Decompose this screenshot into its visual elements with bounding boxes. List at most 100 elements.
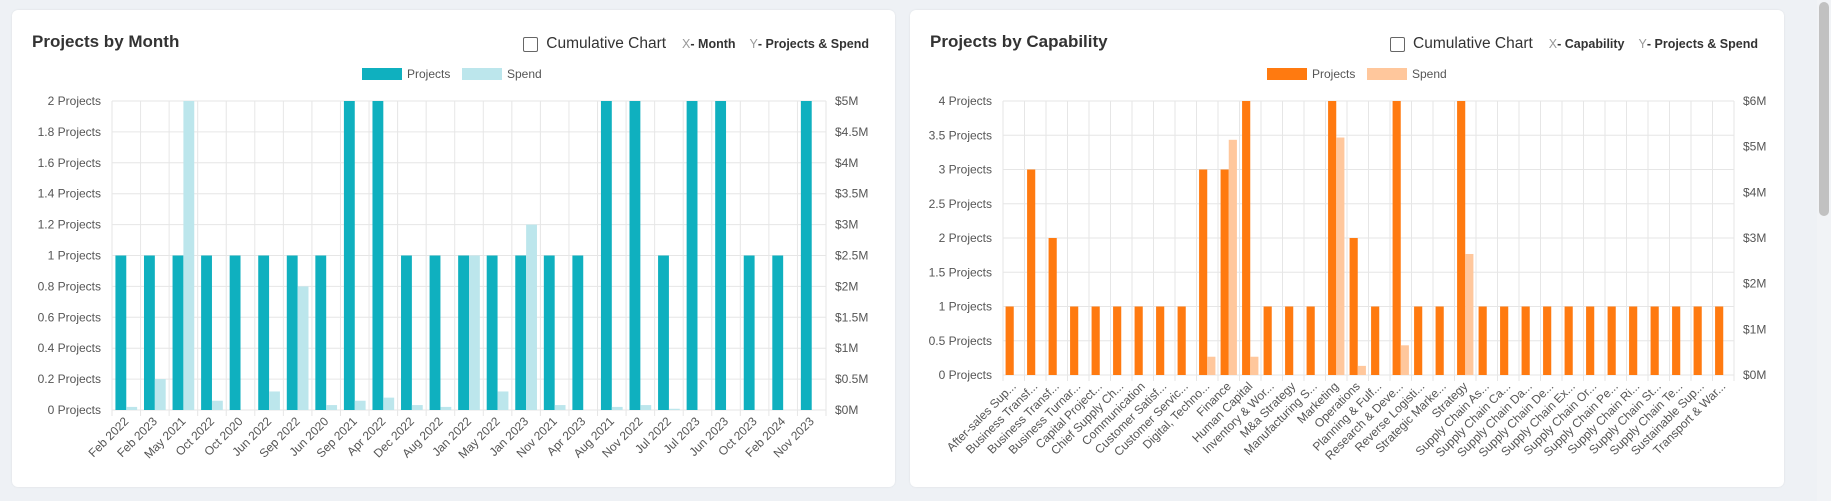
- bar-projects: [1285, 306, 1294, 375]
- scrollbar-thumb[interactable]: [1819, 2, 1829, 216]
- bar-spend: [1336, 137, 1345, 375]
- bar-projects: [658, 255, 669, 410]
- bar-spend: [668, 408, 680, 410]
- bar-projects: [800, 101, 812, 410]
- y-tick-right: $2M: [835, 279, 858, 293]
- y-tick-right: $4M: [1743, 185, 1766, 199]
- page-scrollbar[interactable]: [1817, 0, 1831, 501]
- bar-projects: [572, 255, 584, 410]
- bar-projects: [629, 101, 641, 410]
- bar-spend: [154, 379, 166, 410]
- bar-projects: [772, 255, 784, 410]
- card-title: Projects by Month: [32, 32, 180, 51]
- y-tick-right: $2M: [1743, 277, 1766, 291]
- bar-projects: [1027, 169, 1036, 375]
- y-tick-left: 0.8 Projects: [38, 279, 101, 293]
- bar-spend: [1250, 356, 1259, 375]
- bar-projects: [115, 255, 127, 410]
- bar-projects: [1349, 238, 1358, 375]
- bar-projects: [229, 255, 241, 410]
- bar-spend: [640, 405, 652, 410]
- legend-swatch-projects: [1267, 68, 1307, 80]
- y-tick-right: $6M: [1743, 94, 1766, 108]
- bar-projects: [429, 255, 441, 410]
- cumulative-chart-checkbox[interactable]: [1390, 36, 1406, 52]
- bar-spend: [1207, 356, 1216, 375]
- y-tick-left: 3.5 Projects: [929, 128, 992, 142]
- y-tick-left: 0.5 Projects: [929, 334, 992, 348]
- bar-projects: [486, 255, 498, 410]
- bar-projects: [1500, 306, 1509, 375]
- bar-projects: [715, 101, 727, 410]
- bar-spend: [411, 405, 423, 410]
- bar-projects: [458, 255, 469, 410]
- bar-projects: [1715, 306, 1724, 375]
- x-axis-desc: - Capability: [1557, 37, 1625, 51]
- y-tick-left: 1.6 Projects: [38, 156, 101, 170]
- bar-projects: [1091, 306, 1100, 375]
- y-tick-left: 1 Projects: [48, 249, 101, 263]
- legend-swatch-spend: [1367, 68, 1407, 80]
- bar-projects: [1113, 306, 1122, 375]
- y-tick-right: $1M: [835, 341, 858, 355]
- bar-spend: [611, 406, 623, 410]
- x-axis-letter: X: [682, 37, 691, 51]
- bar-projects: [1328, 101, 1337, 375]
- bar-projects: [1306, 306, 1315, 375]
- y-tick-left: 0 Projects: [939, 368, 992, 382]
- bar-projects: [1693, 306, 1702, 375]
- bar-spend: [1228, 139, 1237, 375]
- bar-projects: [1478, 306, 1487, 375]
- bar-projects: [1564, 306, 1573, 375]
- bar-spend: [1357, 365, 1366, 375]
- bar-projects: [315, 255, 327, 410]
- bar-projects: [1586, 306, 1595, 375]
- y-tick-left: 2 Projects: [939, 231, 992, 245]
- bar-spend: [383, 397, 395, 410]
- y-tick-right: $3M: [835, 218, 858, 232]
- bar-projects: [286, 255, 298, 410]
- bar-projects: [515, 255, 527, 410]
- bar-projects: [1521, 306, 1530, 375]
- bar-projects: [600, 101, 612, 410]
- y-tick-right: $4M: [835, 156, 858, 170]
- y-tick-right: $2.5M: [835, 249, 868, 263]
- y-tick-left: 4 Projects: [939, 94, 992, 108]
- bar-spend: [326, 405, 338, 410]
- bar-projects: [1629, 306, 1638, 375]
- bar-spend: [1465, 253, 1474, 375]
- bar-spend: [354, 400, 366, 410]
- legend-swatch-projects: [362, 68, 402, 80]
- bar-projects: [1607, 306, 1616, 375]
- bar-spend: [440, 406, 452, 410]
- chart-controls: Cumulative Chart X - Capability Y - Proj…: [1390, 35, 1764, 53]
- y-tick-left: 0.6 Projects: [38, 310, 101, 324]
- y-tick-left: 2 Projects: [48, 94, 101, 108]
- bar-projects: [1005, 306, 1014, 375]
- y-tick-right: $3.5M: [835, 187, 868, 201]
- bar-projects: [1070, 306, 1079, 375]
- bar-projects: [1650, 306, 1659, 375]
- y-tick-left: 1.2 Projects: [38, 218, 101, 232]
- bar-projects: [543, 255, 555, 410]
- bar-spend: [526, 224, 537, 410]
- legend-label-projects: Projects: [1312, 67, 1355, 81]
- bar-projects: [686, 101, 698, 410]
- cumulative-chart-checkbox[interactable]: [523, 36, 539, 52]
- y-tick-left: 1 Projects: [939, 300, 992, 314]
- bar-projects: [1457, 101, 1466, 375]
- bar-spend: [269, 391, 280, 410]
- legend-label-spend: Spend: [507, 67, 542, 81]
- bar-projects: [1672, 306, 1681, 375]
- y-tick-right: $0M: [1743, 368, 1766, 382]
- y-tick-right: $4.5M: [835, 125, 868, 139]
- bar-projects: [372, 101, 384, 410]
- bar-spend: [469, 255, 480, 410]
- bar-projects: [401, 255, 412, 410]
- bar-spend: [1400, 345, 1409, 375]
- y-tick-left: 1.4 Projects: [38, 187, 101, 201]
- projects-by-capability-chart: 0 Projects 0.5 Projects 1 Projects 1.5 Proj…: [929, 67, 1767, 463]
- bar-projects: [1414, 306, 1423, 375]
- x-axis-letter: X: [1548, 37, 1558, 51]
- bar-spend: [126, 406, 138, 410]
